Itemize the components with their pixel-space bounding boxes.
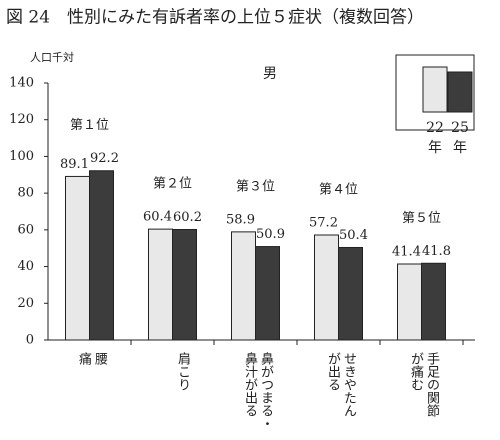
value-label: 41.8 [422,244,451,259]
rank-label: 第４位 [319,182,358,197]
bar [255,246,280,341]
x-tick-label: 痛 [76,351,92,366]
value-label: 60.2 [173,210,202,225]
y-tick-label: 120 [9,112,34,127]
value-label: 41.4 [392,245,421,260]
x-tick-label: 肩こり [175,351,191,391]
value-label: 58.9 [226,212,255,227]
y-tick-label: 0 [26,333,34,348]
value-label: 50.9 [256,227,285,242]
legend-swatch [422,66,448,113]
value-label: 60.4 [143,210,172,225]
rank-label: 第２位 [153,177,192,192]
legend-swatch [447,71,473,113]
rank-label: 第１位 [70,118,109,133]
chart-title: 図 24 性別にみた有訴者率の上位５症状（複数回答） [6,8,424,28]
bar [172,228,197,341]
y-tick-label: 20 [17,296,34,311]
x-tick-label: 腰 [92,352,108,365]
y-tick-label: 140 [9,76,34,91]
y-tick-label: 40 [17,259,34,274]
value-label: 57.2 [309,215,338,230]
rank-label: 第３位 [236,179,275,194]
bar [65,175,90,341]
rank-label: 第５位 [402,211,441,226]
x-tick-label: が痛む [408,352,424,391]
value-label: 89.1 [60,157,89,172]
bar [89,170,114,341]
bar [148,228,173,341]
x-tick-label: 手足の関節 [424,352,440,417]
value-label: 92.2 [90,151,119,166]
y-tick-label: 80 [17,186,34,201]
y-tick-label: 100 [9,149,34,164]
x-tick-label: が出る [325,352,341,391]
legend-label: 25 年 [451,120,469,156]
legend-box [395,54,475,131]
subtitle: 男 [263,66,277,82]
bar [397,263,422,341]
value-label: 50.4 [339,228,368,243]
x-tick-label: 鼻がつまる・ [258,351,274,430]
x-tick-label: 鼻汁が出る [242,351,258,417]
bar [421,262,446,341]
legend-label: 22 年 [426,120,444,156]
bar [231,231,256,341]
bar [338,246,363,341]
x-tick-label: せきやたん [341,352,357,417]
y-axis-label: 人口千対 [30,50,74,64]
bar [314,234,339,341]
y-tick-label: 60 [17,222,34,237]
